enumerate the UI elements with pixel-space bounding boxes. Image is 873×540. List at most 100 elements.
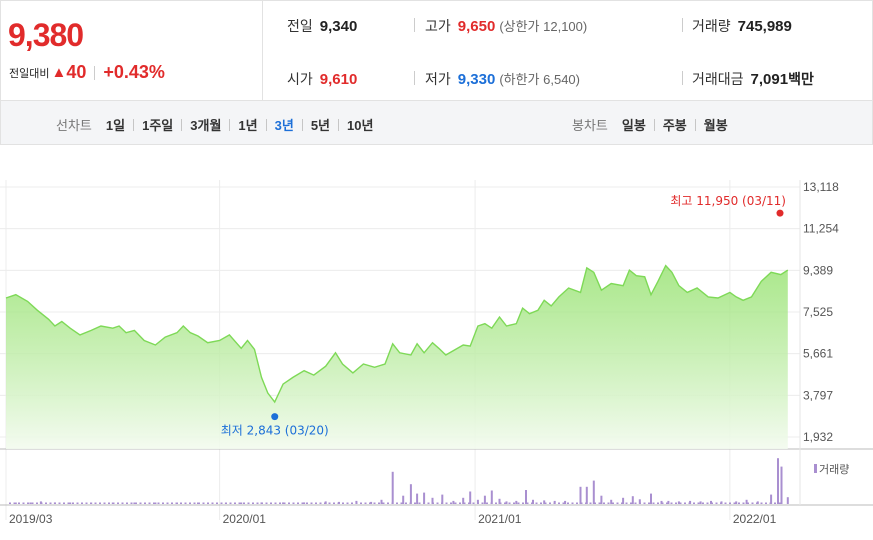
prev-close-stat: 전일 9,340: [287, 16, 357, 36]
volume-bar: [462, 497, 465, 504]
volume-bar: [144, 502, 146, 504]
volume-bar: [184, 502, 187, 504]
volume-bar: [405, 502, 407, 504]
volume-bar: [103, 502, 106, 504]
volume-bar: [108, 502, 110, 504]
divider: [94, 65, 96, 80]
volume-bar: [9, 502, 11, 504]
x-tick-label: 2022/01: [733, 512, 777, 526]
volume-bar: [441, 494, 444, 504]
volume-bar: [543, 500, 546, 504]
volume-bar: [126, 502, 128, 504]
volume-bar: [18, 502, 20, 504]
y-tick-label: 1,932: [803, 430, 833, 444]
volume-bar: [594, 502, 596, 504]
divider: [694, 118, 696, 131]
volume-bar: [402, 495, 405, 504]
volume-bar: [135, 502, 137, 504]
volume-bar: [148, 502, 151, 504]
tab-3y[interactable]: 3년: [274, 118, 294, 133]
tab-1d[interactable]: 1일: [105, 118, 126, 133]
tab-daily-candle[interactable]: 일봉: [621, 118, 646, 133]
volume-bar: [469, 491, 472, 504]
volume-bar: [139, 502, 142, 504]
volume-bar: [400, 502, 403, 504]
volume-legend: 거래량: [814, 463, 849, 476]
tab-5y[interactable]: 5년: [310, 118, 331, 133]
volume-bar: [338, 501, 340, 504]
volume-bar: [765, 502, 767, 504]
tab-10y[interactable]: 10년: [347, 118, 374, 133]
volume-bar: [657, 502, 659, 504]
volume-bar: [324, 501, 327, 504]
volume-bar: [610, 499, 613, 504]
x-tick-label: 2020/01: [223, 512, 267, 526]
volume-bar: [540, 502, 542, 504]
volume-bar: [58, 502, 61, 504]
volume-bar: [463, 502, 466, 504]
volume-bar: [508, 502, 511, 504]
volume-bar: [585, 486, 588, 504]
volume-bar: [747, 502, 749, 504]
volume-legend-label: 거래량: [819, 463, 849, 476]
volume-bar: [13, 502, 16, 504]
volume-bar: [459, 502, 461, 504]
volume-bar: [452, 500, 455, 504]
volume-bar: [760, 502, 763, 504]
current-price: 9,380: [8, 17, 84, 53]
volume-bar: [622, 497, 625, 504]
turnover-label: 거래대금: [692, 71, 744, 87]
volume-bar: [216, 502, 218, 504]
volume-bar: [522, 502, 524, 504]
volume-bar: [270, 502, 272, 504]
lower-limit-text: (하한가 6,540): [499, 72, 580, 87]
volume-bar: [562, 502, 565, 504]
volume-bar: [387, 502, 389, 504]
volume-value: 745,989: [737, 18, 792, 35]
tab-3m[interactable]: 3개월: [190, 118, 222, 133]
open-label: 시가: [287, 71, 313, 87]
tab-1y[interactable]: 1년: [238, 118, 258, 133]
volume-bar: [157, 502, 160, 504]
volume-bar: [544, 502, 547, 504]
volume-bar: [616, 502, 619, 504]
volume-bar: [498, 498, 501, 504]
volume-bar: [481, 502, 484, 504]
volume-bar: [133, 502, 136, 504]
volume-bar: [396, 502, 398, 504]
divider: [682, 71, 683, 85]
volume-bar: [431, 497, 434, 504]
volume-bar: [729, 502, 731, 504]
volume-bar: [380, 499, 383, 504]
volume-bar: [720, 501, 723, 504]
volume-bar: [180, 502, 182, 504]
volume-bar: [310, 502, 313, 504]
volume-bar: [193, 502, 196, 504]
tab-monthly-candle[interactable]: 월봉: [703, 118, 728, 133]
tab-1w[interactable]: 1주일: [142, 118, 174, 133]
tab-weekly-candle[interactable]: 주봉: [662, 118, 687, 133]
volume-bar: [490, 490, 493, 504]
volume-bar: [416, 493, 419, 504]
volume-bar: [247, 502, 250, 504]
volume-bar: [558, 502, 560, 504]
y-tick-label: 5,661: [803, 347, 833, 361]
volume-bar: [549, 502, 551, 504]
volume-bar: [592, 480, 595, 504]
volume-bar: [564, 500, 567, 504]
volume-bar: [423, 492, 426, 504]
volume-bar: [770, 494, 773, 504]
divider: [653, 118, 655, 131]
volume-bar: [600, 495, 603, 504]
divider: [414, 71, 415, 85]
volume-bar: [689, 500, 692, 504]
open-value: 9,610: [319, 71, 358, 88]
volume-bars: [9, 458, 789, 504]
volume-bar: [576, 502, 578, 504]
divider: [301, 118, 303, 131]
volume-bar: [684, 502, 686, 504]
volume-bar: [505, 501, 508, 504]
change-percent: +0.43%: [103, 62, 165, 82]
volume-bar: [621, 502, 623, 504]
volume-bar: [666, 502, 668, 504]
